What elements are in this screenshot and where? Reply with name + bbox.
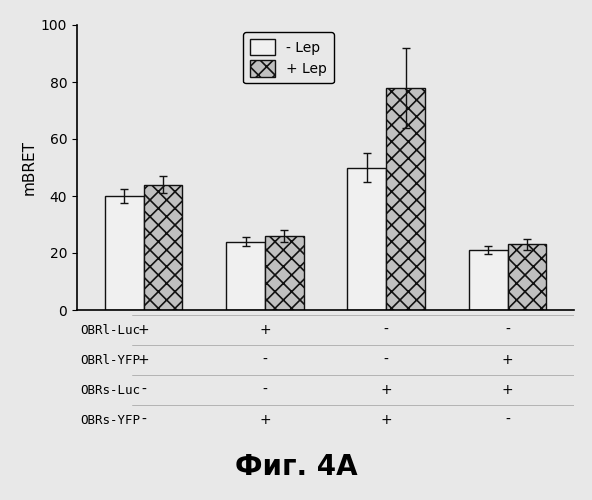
Text: +: +	[381, 383, 392, 397]
Text: -: -	[505, 413, 510, 427]
Text: +: +	[138, 323, 150, 337]
Text: OBRs-YFP: OBRs-YFP	[81, 414, 140, 426]
Bar	[226, 242, 265, 310]
Bar	[386, 88, 425, 310]
Text: -: -	[384, 323, 389, 337]
Text: -: -	[141, 383, 146, 397]
Text: OBRl-YFP: OBRl-YFP	[81, 354, 140, 366]
Y-axis label: mBRET: mBRET	[22, 140, 37, 195]
Bar	[105, 196, 144, 310]
Text: -: -	[262, 383, 268, 397]
Bar	[265, 236, 304, 310]
Text: Фиг. 4A: Фиг. 4A	[234, 453, 358, 481]
Text: OBRs-Luc: OBRs-Luc	[81, 384, 140, 396]
Text: -: -	[505, 323, 510, 337]
Bar	[144, 184, 182, 310]
Bar	[507, 244, 546, 310]
Bar	[469, 250, 507, 310]
Text: +: +	[501, 383, 513, 397]
Text: +: +	[259, 323, 271, 337]
Text: -: -	[384, 353, 389, 367]
Text: -: -	[141, 413, 146, 427]
Text: +: +	[259, 413, 271, 427]
Text: +: +	[501, 353, 513, 367]
Text: -: -	[262, 353, 268, 367]
Bar	[348, 168, 386, 310]
Legend: - Lep, + Lep: - Lep, + Lep	[243, 32, 334, 84]
Text: +: +	[138, 353, 150, 367]
Text: OBRl-Luc: OBRl-Luc	[81, 324, 140, 336]
Text: +: +	[381, 413, 392, 427]
